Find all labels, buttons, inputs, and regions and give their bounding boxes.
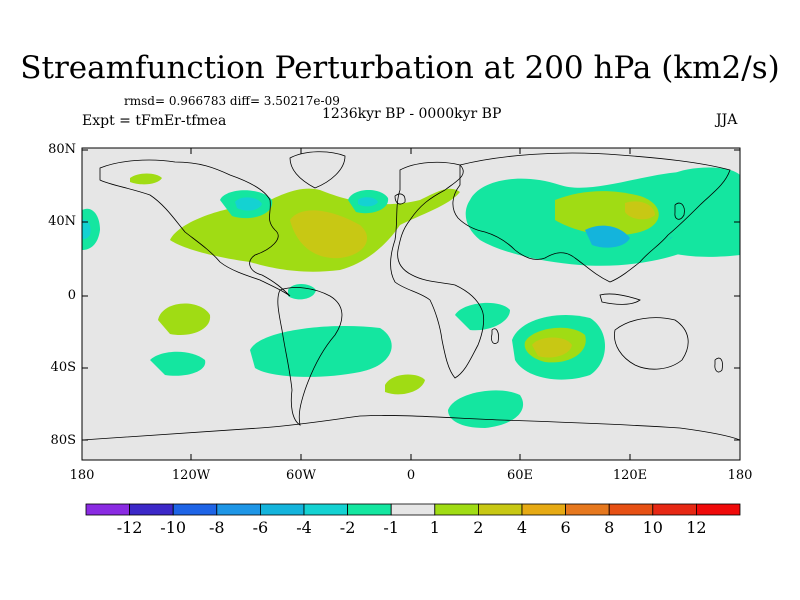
colorbar-label: 2	[473, 518, 484, 537]
colorbar-swatch	[259, 503, 305, 516]
colorbar-swatch	[303, 503, 348, 516]
contour-pacific-west	[82, 208, 100, 250]
coast-antarctica	[82, 415, 740, 441]
lon-label-120e: 120E	[612, 468, 648, 483]
coast-north-america	[99, 159, 291, 297]
colorbar-swatch	[347, 503, 392, 516]
lon-label-120w: 120W	[171, 468, 211, 483]
colorbar-label: -12	[116, 518, 143, 537]
contour-na-ridge-core	[290, 210, 368, 259]
contour-eastasia-trough	[585, 225, 630, 248]
colorbar-label: 1	[429, 518, 440, 537]
coast-australia	[614, 317, 689, 370]
colorbar-swatch	[172, 503, 218, 516]
colorbar-swatch	[652, 503, 697, 516]
colorbar-label: -1	[383, 518, 399, 537]
colorbar-swatch	[696, 503, 741, 516]
colorbar-swatch	[565, 503, 610, 516]
coast-new-zealand	[714, 357, 723, 373]
contour-fills	[82, 167, 740, 428]
colorbar-label: 8	[604, 518, 615, 537]
tick-marks	[82, 148, 740, 460]
colorbar-label: 4	[516, 518, 528, 537]
contour-greenland-core	[235, 197, 262, 211]
contour-s-pacific-green	[158, 303, 211, 336]
colorbar-label: -10	[160, 518, 187, 537]
coast-uk	[394, 193, 406, 205]
colorbar-label: -8	[209, 518, 225, 537]
contour-arctic-green	[130, 173, 162, 185]
coast-south-america	[277, 287, 343, 426]
contour-s-pacific-cyan	[150, 351, 206, 376]
colorbar	[85, 503, 741, 516]
coast-madagascar	[491, 328, 499, 344]
contour-s-america-cyan	[250, 326, 392, 377]
colorbar-label: -4	[296, 518, 312, 537]
lat-label-80n: 80N	[48, 142, 76, 157]
coast-indonesia	[599, 293, 641, 305]
colorbar-label: -2	[339, 518, 356, 537]
lon-label-60w: 60W	[286, 468, 316, 483]
contour-s-atlantic-green	[385, 374, 425, 395]
contour-atlantic-core	[358, 197, 378, 207]
season-label: JJA	[716, 112, 738, 128]
contour-pacific-west-core	[82, 219, 91, 240]
lat-label-0: 0	[67, 288, 76, 303]
colorbar-swatch	[434, 503, 479, 516]
colorbar-label: 10	[642, 518, 663, 537]
colorbar-swatch	[85, 503, 130, 516]
colorbar-label: 6	[560, 518, 571, 537]
lon-label-180w: 180	[69, 468, 95, 483]
contour-s-indian-core	[532, 337, 572, 358]
colorbar-swatch	[390, 503, 436, 516]
colorbar-swatch	[521, 503, 566, 516]
colorbar-label: 12	[686, 518, 707, 537]
experiment-label: Expt = tFmEr-tfmea	[82, 113, 227, 129]
colorbar-label: -6	[252, 518, 269, 537]
coast-europe	[390, 161, 485, 379]
lat-label-40s: 40S	[50, 360, 76, 375]
contour-pacific-east	[664, 167, 740, 257]
coast-japan	[674, 202, 685, 220]
lat-label-80s: 80S	[50, 433, 76, 448]
lon-label-180e: 180	[727, 468, 753, 483]
period-label: 1236kyr BP - 0000kyr BP	[322, 106, 502, 122]
coast-greenland	[289, 151, 346, 189]
coast-asia	[452, 152, 731, 283]
stats-label: rmsd= 0.966783 diff= 3.50217e-09	[124, 94, 340, 108]
lat-label-40n: 40N	[48, 214, 76, 229]
colorbar-swatch	[477, 503, 523, 516]
colorbar-swatch	[608, 503, 654, 516]
colorbar-swatch	[129, 503, 174, 516]
contour-s-africa-cyan	[455, 302, 510, 331]
coastlines	[82, 151, 740, 441]
plot-title: Streamfunction Perturbation at 200 hPa (…	[20, 50, 780, 86]
colorbar-swatch	[216, 503, 261, 516]
lon-label-0: 0	[406, 468, 416, 483]
lon-label-60e: 60E	[506, 468, 534, 483]
contour-asia-core	[625, 201, 655, 220]
